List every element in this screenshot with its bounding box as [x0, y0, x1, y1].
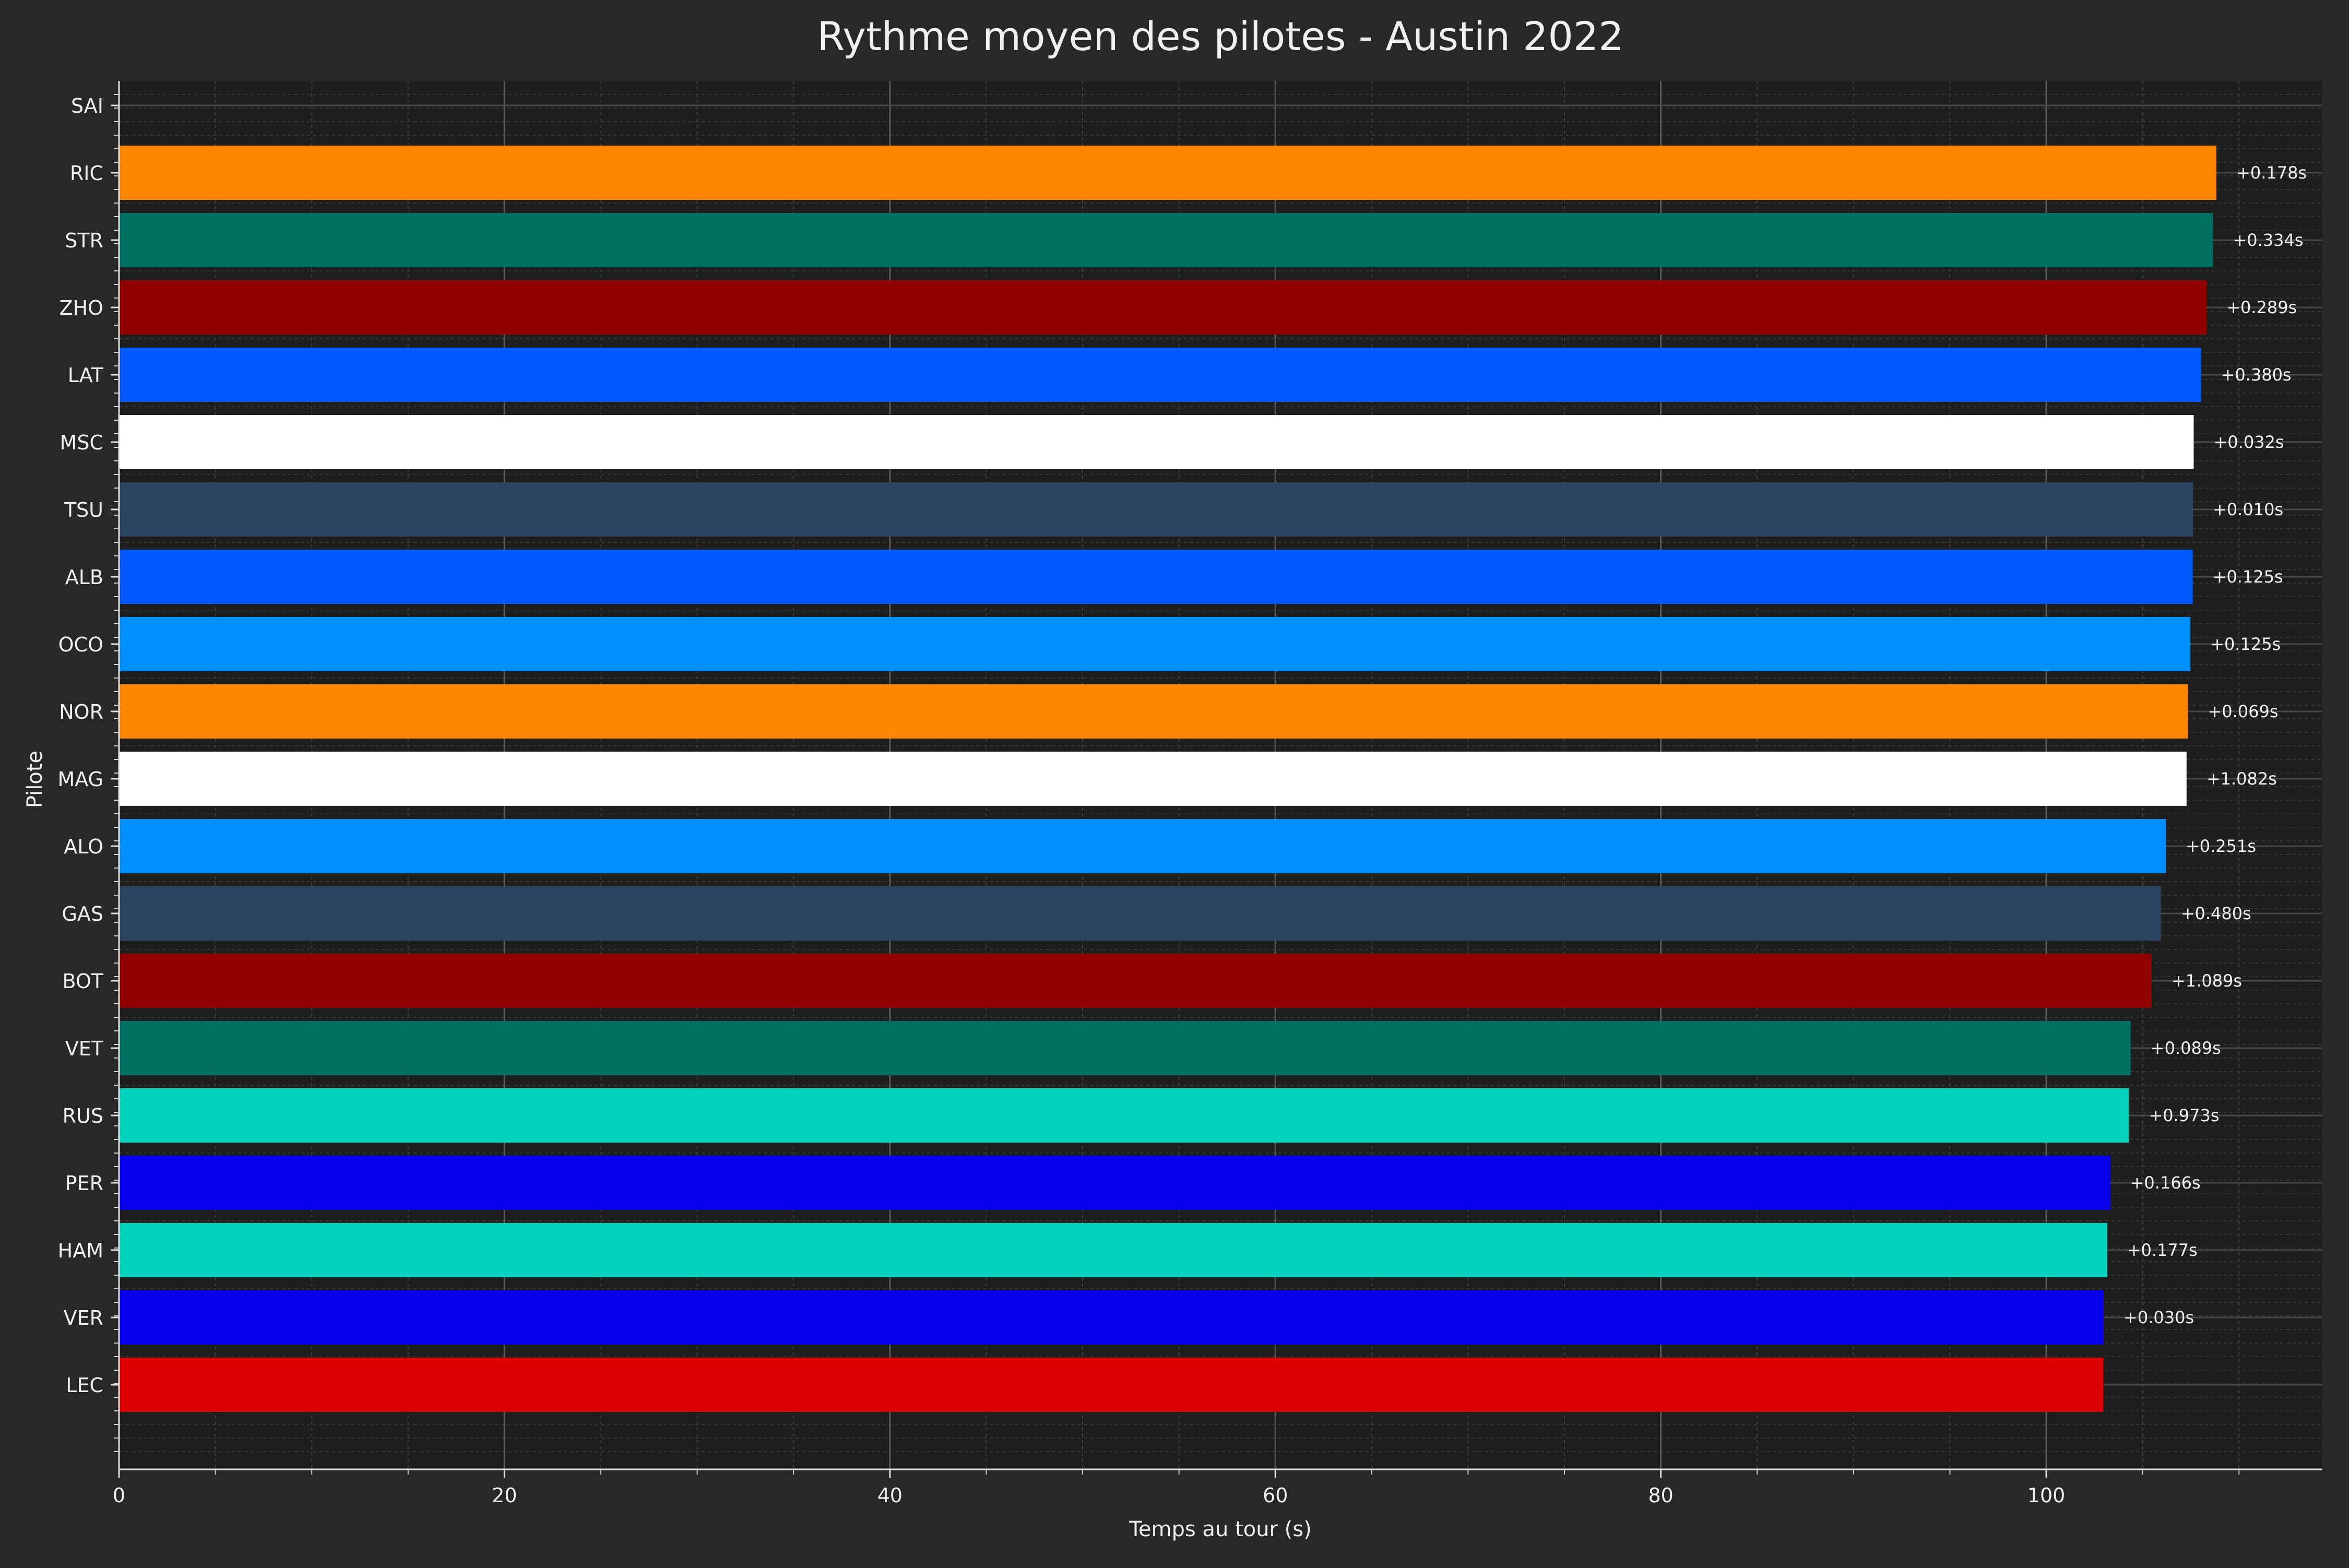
y-tick-label-gas: GAS — [62, 902, 103, 925]
gap-label-tsu: +0.010s — [2213, 500, 2283, 519]
bar-ver — [119, 1290, 2104, 1345]
gap-label-str: +0.334s — [2233, 230, 2303, 250]
y-tick-label-zho: ZHO — [59, 296, 103, 319]
bar-bot — [119, 954, 2152, 1008]
y-tick-label-ric: RIC — [70, 162, 103, 185]
gap-label-alb: +0.125s — [2213, 567, 2283, 587]
axes-group: 0 20 40 60 80 100 LEC VER HAM PER RUS VET BOT GAS ALO M… — [57, 81, 2322, 1507]
bar-lec — [119, 1358, 2103, 1412]
y-tick-label-lec: LEC — [66, 1374, 103, 1397]
bar-oco — [119, 617, 2191, 671]
y-tick-label-alo: ALO — [64, 835, 103, 858]
gap-label-ver: +0.030s — [2123, 1308, 2194, 1327]
gap-label-per: +0.166s — [2130, 1173, 2201, 1193]
bar-alb — [119, 550, 2193, 604]
y-tick-label-per: PER — [65, 1172, 103, 1195]
gap-label-nor: +0.069s — [2208, 702, 2278, 721]
gap-label-alo: +0.251s — [2186, 836, 2256, 856]
y-tick-label-mag: MAG — [57, 768, 103, 791]
bar-mag — [119, 752, 2187, 806]
bar-str — [119, 213, 2213, 267]
gap-label-bot: +1.089s — [2172, 971, 2242, 991]
gap-label-lat: +0.380s — [2221, 365, 2292, 385]
x-axis-label: Temps au tour (s) — [1129, 1517, 1311, 1541]
y-tick-label-ham: HAM — [58, 1239, 103, 1262]
y-tick-label-sai: SAI — [71, 94, 103, 117]
gap-label-vet: +0.089s — [2151, 1038, 2221, 1058]
x-tick-label: 60 — [1263, 1484, 1288, 1507]
gap-label-gas: +0.480s — [2181, 904, 2251, 923]
y-tick-label-bot: BOT — [62, 970, 103, 993]
y-tick-label-ver: VER — [64, 1306, 103, 1329]
gap-label-oco: +0.125s — [2210, 634, 2281, 654]
bar-lat — [119, 348, 2201, 402]
bar-msc — [119, 415, 2194, 469]
gap-label-rus: +0.973s — [2149, 1106, 2219, 1125]
bar-vet — [119, 1021, 2131, 1075]
bar-zho — [119, 280, 2207, 335]
y-tick-label-alb: ALB — [65, 566, 103, 589]
x-tick-label: 0 — [113, 1484, 125, 1507]
bar-ric — [119, 146, 2217, 200]
gap-label-zho: +0.289s — [2226, 298, 2297, 317]
y-tick-label-msc: MSC — [60, 431, 103, 454]
bars-group: +0.030s +0.177s +0.166s +0.973s +0.089s +1.08… — [119, 146, 2307, 1412]
y-tick-label-lat: LAT — [68, 364, 104, 387]
gap-label-ric: +0.178s — [2236, 163, 2307, 183]
bar-rus — [119, 1088, 2129, 1143]
x-tick-label: 20 — [492, 1484, 517, 1507]
gap-label-ham: +0.177s — [2127, 1240, 2198, 1260]
bar-ham — [119, 1223, 2107, 1277]
y-tick-label-vet: VET — [65, 1037, 104, 1060]
y-tick-label-oco: OCO — [58, 633, 103, 656]
y-tick-label-nor: NOR — [59, 700, 103, 723]
gap-label-mag: +1.082s — [2206, 769, 2277, 789]
y-tick-label-rus: RUS — [63, 1104, 103, 1127]
bar-nor — [119, 684, 2188, 739]
y-tick-label-str: STR — [65, 229, 103, 252]
gap-label-msc: +0.032s — [2213, 432, 2284, 452]
y-tick-label-tsu: TSU — [64, 498, 103, 521]
bar-alo — [119, 819, 2166, 873]
bar-gas — [119, 886, 2161, 941]
bar-tsu — [119, 482, 2193, 537]
y-axis-label: Pilote — [23, 751, 47, 808]
x-tick-label: 40 — [877, 1484, 903, 1507]
chart-title: Rythme moyen des pilotes - Austin 2022 — [817, 13, 1623, 60]
x-tick-label: 80 — [1648, 1484, 1673, 1507]
x-tick-label: 100 — [2027, 1484, 2066, 1507]
bar-per — [119, 1156, 2110, 1210]
